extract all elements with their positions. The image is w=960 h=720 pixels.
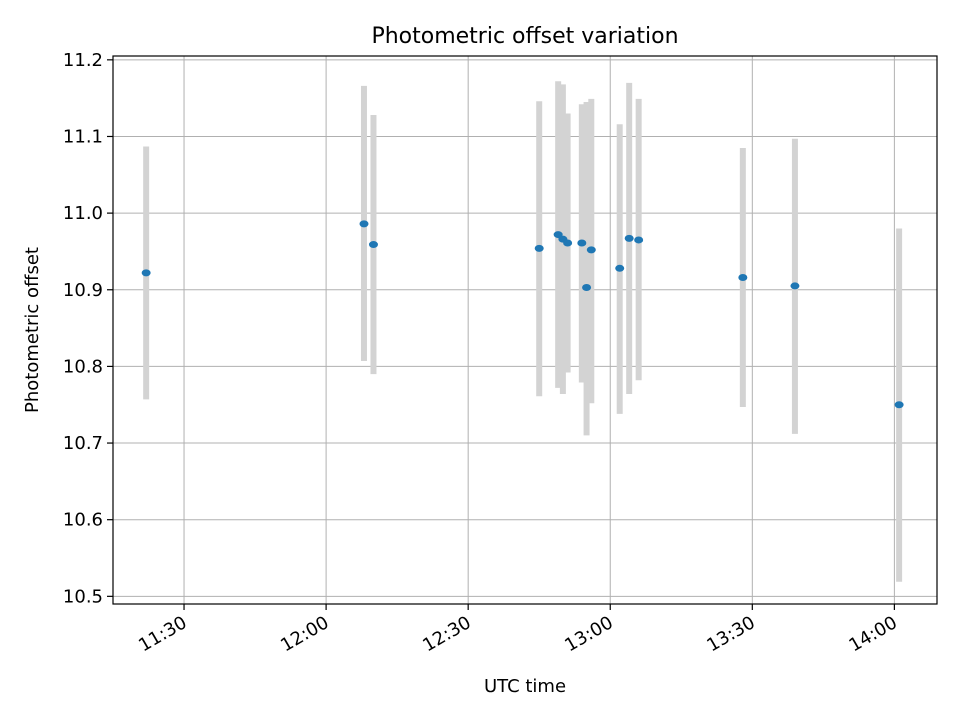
y-tick-label: 11.2: [63, 50, 103, 71]
data-point: [615, 264, 625, 272]
y-axis-label: Photometric offset: [22, 247, 43, 413]
data-point: [634, 236, 644, 244]
y-tick-label: 11.0: [63, 203, 103, 224]
y-axis-ticks: 10.5 10.6 10.7 10.8 10.9 11.0 11.1 11.2: [63, 50, 113, 607]
data-point: [586, 246, 596, 254]
x-axis-ticks: 11:30 12:00 12:30 13:00 13:30 14:00: [135, 604, 901, 656]
x-tick-label: 12:00: [277, 612, 332, 656]
data-point: [534, 244, 544, 252]
y-tick-label: 10.8: [63, 356, 103, 377]
data-point: [582, 283, 592, 291]
x-tick-label: 13:30: [703, 612, 758, 656]
data-point: [894, 401, 904, 409]
x-tick-label: 11:30: [135, 612, 190, 656]
chart-title: Photometric offset variation: [371, 24, 678, 49]
y-tick-label: 10.9: [63, 280, 103, 301]
data-point: [790, 282, 800, 290]
x-tick-label: 14:00: [845, 612, 900, 656]
y-tick-label: 10.6: [63, 510, 103, 531]
data-point: [141, 269, 151, 277]
x-axis-label: UTC time: [484, 676, 566, 697]
data-point: [563, 239, 573, 247]
plot-frame: [112, 55, 938, 605]
data-point: [359, 220, 369, 228]
y-tick-label: 11.1: [63, 126, 103, 147]
data-point: [738, 273, 748, 281]
x-tick-label: 12:30: [419, 612, 474, 656]
grid: [113, 56, 937, 604]
data-point: [577, 239, 587, 247]
data-points: [141, 220, 904, 409]
y-tick-label: 10.7: [63, 433, 103, 454]
error-bars: [143, 81, 903, 582]
y-tick-label: 10.5: [63, 586, 103, 607]
data-point: [368, 241, 378, 249]
x-tick-label: 13:00: [561, 612, 616, 656]
data-point: [624, 234, 634, 242]
